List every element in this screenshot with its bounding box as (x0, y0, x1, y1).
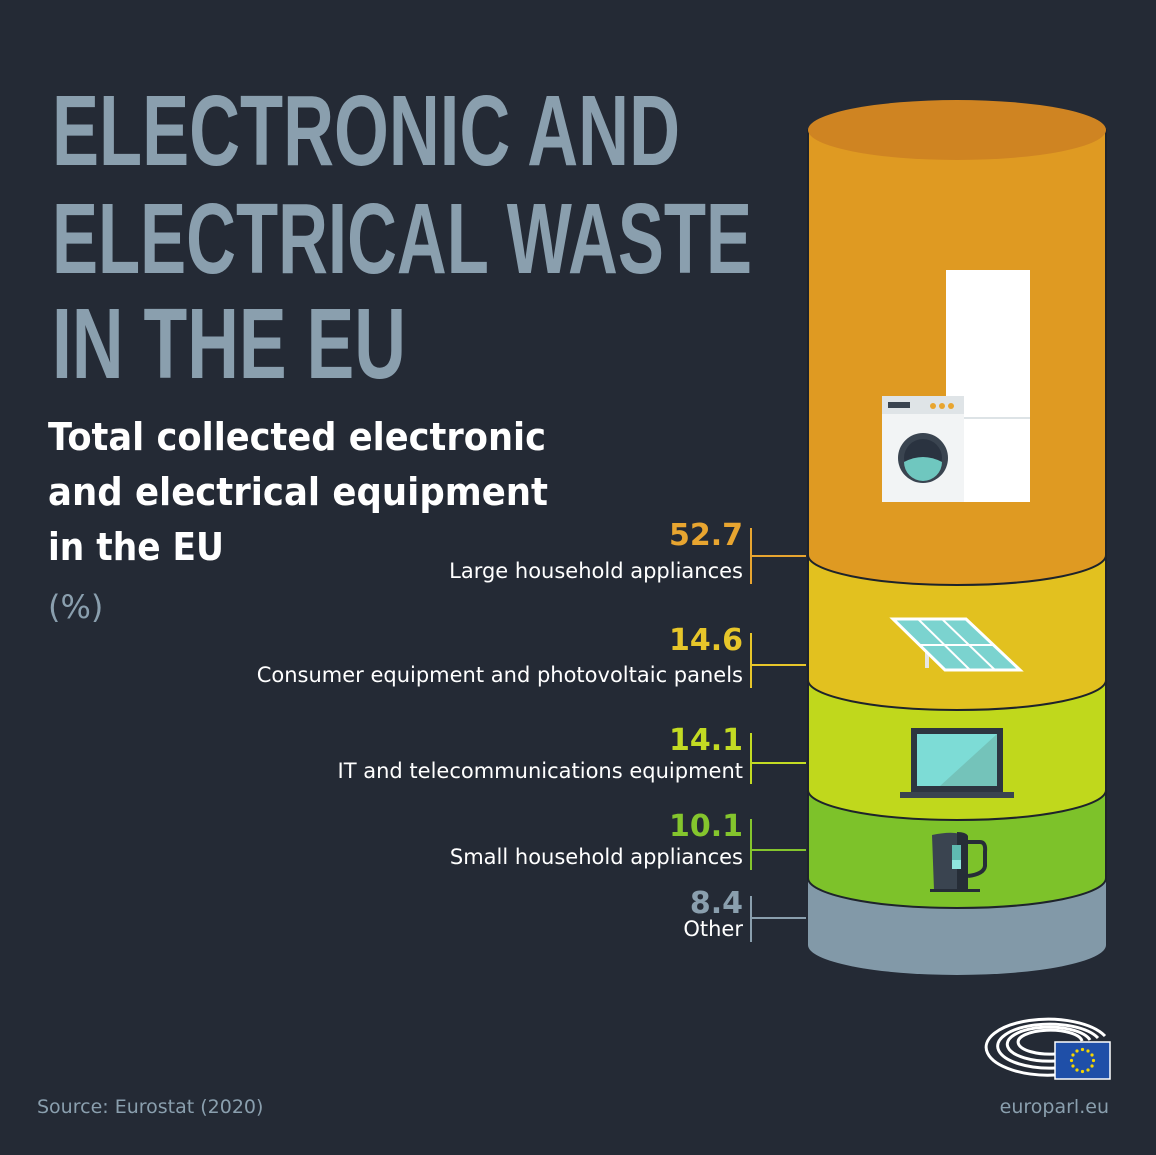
eu-star-icon (1091, 1058, 1096, 1063)
eu-flag-icon (1054, 1041, 1111, 1080)
eu-star-icon (1086, 1068, 1090, 1072)
subtitle-line-3: in the EU (48, 525, 224, 569)
category-label-0: 52.7 Large household appliances (449, 518, 806, 584)
category-name: Large household appliances (449, 559, 743, 583)
laptop-icon (900, 728, 1014, 798)
category-name: Consumer equipment and photovoltaic pane… (257, 663, 743, 687)
subtitle-line-2: and electrical equipment (48, 470, 548, 514)
eu-star-icon (1071, 1064, 1075, 1068)
cylinder-top (808, 100, 1106, 160)
title-line-2: ELECTRICAL WASTE (52, 183, 752, 295)
category-labels: 52.7 Large household appliances 14.6 Consum… (257, 518, 806, 942)
website-link[interactable]: europarl.eu (1000, 1096, 1109, 1118)
category-label-1: 14.6 Consumer equipment and photovoltaic … (257, 623, 806, 688)
title-line-3: IN THE EU (52, 288, 406, 400)
value-label: 14.1 (669, 723, 743, 758)
eu-star-icon (1069, 1058, 1074, 1063)
eu-star-icon (1071, 1053, 1075, 1057)
title-line-1: ELECTRONIC AND (52, 75, 680, 187)
unit-label: (%) (48, 588, 103, 626)
solar-panel-icon (889, 617, 1024, 672)
eu-star-icon (1080, 1047, 1085, 1052)
european-parliament-logo (984, 1017, 1111, 1080)
value-label: 52.7 (669, 518, 743, 553)
category-name: IT and telecommunications equipment (338, 759, 743, 783)
eu-star-icon (1075, 1068, 1079, 1072)
eu-star-icon (1080, 1069, 1085, 1074)
category-name: Small household appliances (450, 845, 743, 869)
subtitle-line-1: Total collected electronic (48, 415, 546, 459)
washing-machine-fridge-icon (882, 270, 1030, 502)
eu-star-icon (1075, 1049, 1079, 1053)
kettle-icon (930, 832, 988, 892)
eu-star-icon (1090, 1064, 1094, 1068)
eu-star-icon (1090, 1053, 1094, 1057)
value-label: 8.4 (690, 886, 743, 921)
category-label-2: 14.1IT and telecommunications equipment (338, 723, 806, 784)
eu-star-icon (1086, 1049, 1090, 1053)
category-name: Other (683, 917, 743, 941)
source-note: Source: Eurostat (2020) (37, 1096, 263, 1118)
value-label: 14.6 (669, 623, 743, 658)
value-label: 10.1 (669, 809, 743, 844)
